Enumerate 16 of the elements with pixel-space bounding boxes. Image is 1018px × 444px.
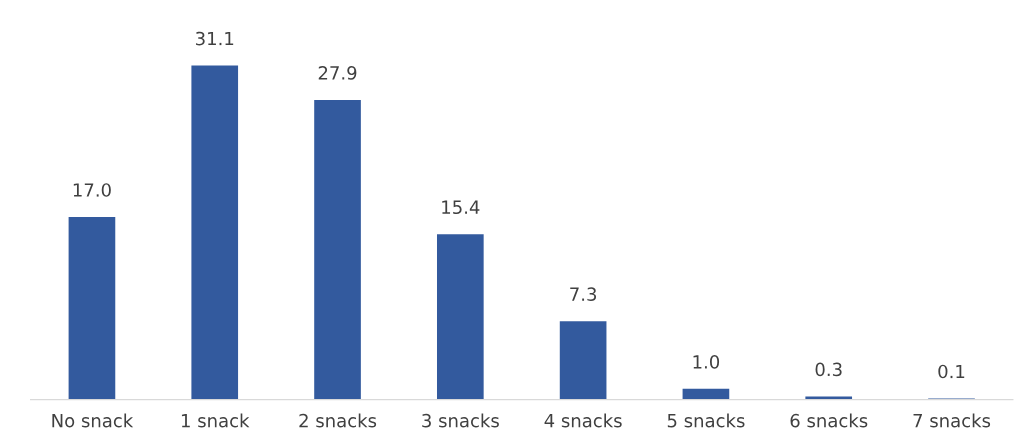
data-label: 7.3 bbox=[570, 287, 597, 302]
data-label: 15.4 bbox=[442, 200, 480, 215]
x-tick-label: 4 snacks bbox=[544, 413, 622, 428]
x-tick-label: 6 snacks bbox=[790, 413, 868, 428]
data-label: 0.1 bbox=[938, 364, 965, 379]
x-tick-label: 7 snacks bbox=[913, 413, 991, 428]
x-tick-label: 2 snacks bbox=[299, 413, 377, 428]
x-tick-label: No snack bbox=[52, 413, 134, 428]
x-tick-label: 1 snack bbox=[181, 413, 250, 428]
data-label: 1.0 bbox=[693, 355, 720, 369]
data-label: 27.9 bbox=[318, 66, 357, 80]
data-label: 0.3 bbox=[815, 362, 842, 377]
x-tick-label: 5 snacks bbox=[667, 413, 745, 428]
data-label: 17.0 bbox=[73, 183, 111, 197]
data-label: 31.1 bbox=[196, 31, 234, 46]
x-tick-label: 3 snacks bbox=[422, 413, 499, 428]
